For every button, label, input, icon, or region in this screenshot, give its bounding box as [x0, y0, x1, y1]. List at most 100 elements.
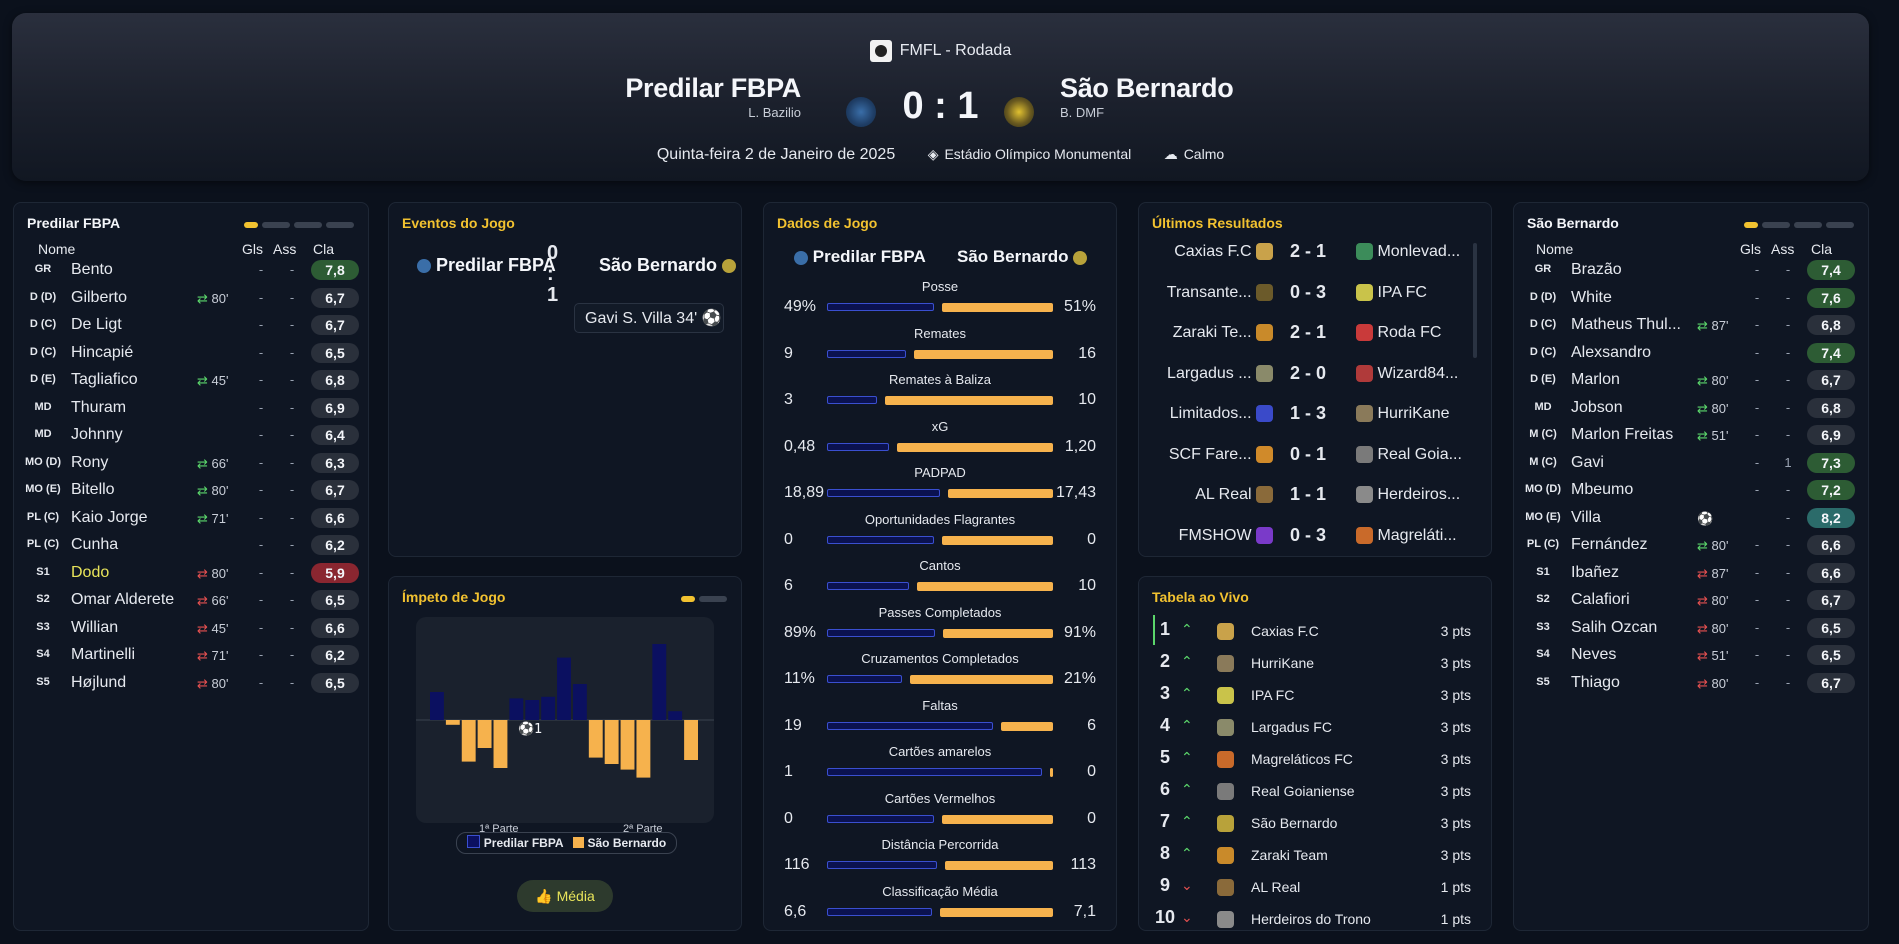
goal-marker-icon[interactable]: ⚽1	[517, 721, 542, 737]
player-row[interactable]: MO (D) Mbeumo - - 7,2	[1514, 477, 1868, 504]
player-name[interactable]: Marlon	[1571, 371, 1620, 388]
page-dots[interactable]	[240, 215, 354, 233]
result-row[interactable]: AL Real 1 - 1 Herdeiros...	[1139, 478, 1491, 518]
player-name[interactable]: Jobson	[1571, 398, 1623, 416]
player-name[interactable]: Omar Alderete	[71, 591, 175, 608]
table-row[interactable]: 4 ⌃ Largadus FC 3 pts	[1139, 711, 1491, 743]
player-name[interactable]: Willian	[71, 618, 119, 636]
player-name[interactable]: Kaio Jorge	[71, 508, 148, 526]
player-row[interactable]: D (D) Gilberto ⇄ 80' - -6,7	[14, 285, 368, 312]
player-row[interactable]: GR Brazão - - 7,4	[1514, 257, 1868, 284]
player-name[interactable]: Mbeumo	[1571, 481, 1634, 498]
player-name[interactable]: Gavi	[1571, 453, 1604, 471]
player-name[interactable]: Salih Ozcan	[1571, 618, 1658, 636]
player-name[interactable]: Matheus Thul...	[1571, 316, 1681, 333]
table-row[interactable]: 7 ⌃ São Bernardo 3 pts	[1139, 807, 1491, 839]
table-row[interactable]: 3 ⌃ IPA FC 3 pts	[1139, 679, 1491, 711]
result-row[interactable]: Zaraki Te... 2 - 1 Roda FC	[1139, 316, 1491, 356]
result-row[interactable]: Caxias F.C 2 - 1 Monlevad...	[1139, 235, 1491, 275]
player-row[interactable]: S5 Thiago ⇄ 80' - -6,7	[1514, 670, 1868, 697]
player-name[interactable]: Hincapié	[71, 343, 134, 361]
result-row[interactable]: SCF Fare... 0 - 1 Real Goia...	[1139, 438, 1491, 478]
player-row[interactable]: M (C) Marlon Freitas ⇄ 51' - - 6,9	[1514, 422, 1868, 449]
player-name[interactable]: Johnny	[71, 426, 123, 443]
goal-event[interactable]: Gavi S. Villa 34' ⚽	[574, 303, 724, 333]
player-name[interactable]: Ibañez	[1571, 563, 1620, 581]
col-rating[interactable]: Cla	[313, 241, 335, 257]
player-row[interactable]: S2 Calafiori ⇄ 80' - - 6,7	[1514, 587, 1868, 614]
col-name[interactable]: Nome	[1536, 241, 1574, 257]
player-name[interactable]: Bitello	[71, 481, 115, 498]
player-name[interactable]: Cunha	[71, 536, 119, 553]
col-name[interactable]: Nome	[38, 241, 76, 257]
table-row[interactable]: 10 ⌄ Herdeiros do Trono 1 pts	[1139, 903, 1491, 930]
player-row[interactable]: D (D) White - -7,6	[1514, 285, 1868, 312]
player-name[interactable]: Brazão	[1571, 261, 1622, 278]
player-row[interactable]: D (C) Matheus Thul... ⇄ 87' - - 6,8	[1514, 312, 1868, 339]
player-row[interactable]: MD Thuram - -6,9	[14, 395, 368, 422]
col-assists[interactable]: Ass	[273, 241, 297, 257]
player-row[interactable]: M (C) Gavi - 1 7,3	[1514, 450, 1868, 477]
player-name[interactable]: Rony	[71, 453, 109, 471]
col-rating[interactable]: Cla	[1811, 241, 1833, 257]
table-row[interactable]: 8 ⌃ Zaraki Team 3 pts	[1139, 839, 1491, 871]
player-name[interactable]: Bento	[71, 261, 113, 278]
page-dots[interactable]	[1740, 215, 1854, 233]
player-row[interactable]: GR Bento - - 7,8	[14, 257, 368, 284]
player-row[interactable]: MD Johnny - - 6,4	[14, 422, 368, 449]
player-row[interactable]: S1 Ibañez ⇄ 87' - -6,6	[1514, 560, 1868, 587]
player-name[interactable]: Højlund	[71, 673, 127, 691]
player-row[interactable]: PL (C) Cunha - - 6,2	[14, 532, 368, 559]
table-row[interactable]: 6 ⌃ Real Goianiense 3 pts	[1139, 775, 1491, 807]
results-scrollbar[interactable]	[1473, 243, 1477, 358]
table-row[interactable]: 5 ⌃ Magreláticos FC 3 pts	[1139, 743, 1491, 775]
player-name[interactable]: Martinelli	[71, 646, 136, 663]
player-row[interactable]: MO (E) Bitello ⇄ 80' - - 6,7	[14, 477, 368, 504]
player-row[interactable]: PL (C) Fernández ⇄ 80' - - 6,6	[1514, 532, 1868, 559]
player-name[interactable]: White	[1571, 288, 1612, 306]
page-dots[interactable]	[677, 589, 727, 607]
player-name[interactable]: Neves	[1571, 646, 1617, 663]
player-row[interactable]: D (E) Marlon ⇄ 80' - - 6,7	[1514, 367, 1868, 394]
player-row[interactable]: D (C) Alexsandro - -7,4	[1514, 340, 1868, 367]
player-row[interactable]: S4 Neves ⇄ 51' - - 6,5	[1514, 642, 1868, 669]
player-row[interactable]: D (E) Tagliafico ⇄ 45' - - 6,8	[14, 367, 368, 394]
player-row[interactable]: MO (D) Rony ⇄ 66' - -6,3	[14, 450, 368, 477]
result-row[interactable]: Limitados... 1 - 3 HurriKane	[1139, 397, 1491, 437]
player-row[interactable]: D (C) Hincapié - -6,5	[14, 340, 368, 367]
player-name[interactable]: Thuram	[71, 398, 127, 416]
away-team[interactable]: São Bernardo B. DMF	[1060, 73, 1234, 120]
player-name[interactable]: Calafiori	[1571, 591, 1630, 608]
player-row[interactable]: D (C) De Ligt - - 6,7	[14, 312, 368, 339]
player-name[interactable]: Tagliafico	[71, 371, 138, 388]
competition[interactable]: FMFL - Rodada	[12, 40, 1869, 62]
player-row[interactable]: MD Jobson ⇄ 80' - -6,8	[1514, 395, 1868, 422]
player-row[interactable]: S3 Salih Ozcan ⇄ 80' - -6,5	[1514, 615, 1868, 642]
player-name[interactable]: De Ligt	[71, 316, 122, 333]
player-row[interactable]: S4 Martinelli ⇄ 71' - - 6,2	[14, 642, 368, 669]
player-name[interactable]: Gilberto	[71, 288, 128, 306]
player-name[interactable]: Marlon Freitas	[1571, 426, 1674, 443]
player-name[interactable]: Alexsandro	[1571, 343, 1652, 361]
player-row[interactable]: S3 Willian ⇄ 45' - -6,6	[14, 615, 368, 642]
table-row[interactable]: 1 ⌃ Caxias F.C 3 pts	[1139, 615, 1491, 647]
player-name[interactable]: Dodo	[71, 563, 110, 581]
player-row[interactable]: MO (E) Villa ⚽ -8,2	[1514, 505, 1868, 532]
player-name[interactable]: Fernández	[1571, 536, 1648, 553]
col-goals[interactable]: Gls	[242, 241, 263, 257]
table-row[interactable]: 9 ⌄ AL Real 1 pts	[1139, 871, 1491, 903]
player-name[interactable]: Villa	[1571, 508, 1601, 526]
player-row[interactable]: S5 Højlund ⇄ 80' - -6,5	[14, 670, 368, 697]
table-row[interactable]: 2 ⌃ HurriKane 3 pts	[1139, 647, 1491, 679]
col-goals[interactable]: Gls	[1740, 241, 1761, 257]
result-row[interactable]: FMSHOW 0 - 3 Magreláti...	[1139, 519, 1491, 551]
result-row[interactable]: Largadus ... 2 - 0 Wizard84...	[1139, 357, 1491, 397]
col-assists[interactable]: Ass	[1771, 241, 1795, 257]
player-row[interactable]: S2 Omar Alderete ⇄ 66' - - 6,5	[14, 587, 368, 614]
player-name[interactable]: Thiago	[1571, 673, 1620, 691]
average-button[interactable]: 👍 Média	[517, 880, 613, 912]
home-team[interactable]: Predilar FBPA L. Bazilio	[625, 73, 801, 120]
player-row[interactable]: S1 Dodo ⇄ 80' - -5,9	[14, 560, 368, 587]
player-row[interactable]: PL (C) Kaio Jorge ⇄ 71' - -6,6	[14, 505, 368, 532]
result-row[interactable]: Transante... 0 - 3 IPA FC	[1139, 276, 1491, 316]
